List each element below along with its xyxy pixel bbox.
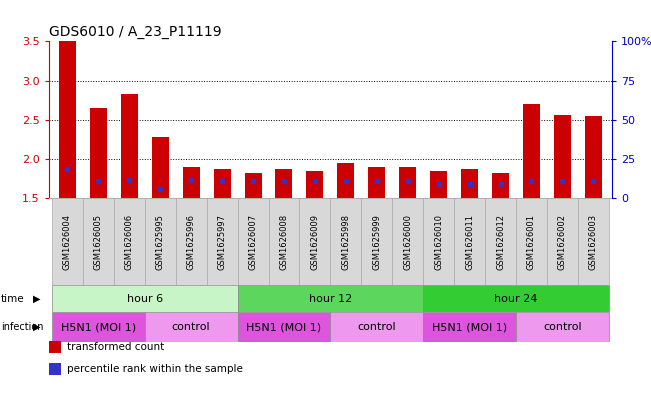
Text: ▶: ▶ [33,322,40,332]
Text: GSM1626009: GSM1626009 [311,214,320,270]
Bar [423,198,454,285]
Text: hour 24: hour 24 [494,294,538,304]
Bar [585,116,602,198]
Text: percentile rank within the sample: percentile rank within the sample [67,364,243,374]
Bar [183,167,200,198]
Bar [214,169,230,198]
Bar [423,285,609,312]
Bar [152,137,169,198]
Bar [275,169,292,198]
Text: GSM1625997: GSM1625997 [217,214,227,270]
Text: GSM1625999: GSM1625999 [372,214,381,270]
Text: GSM1626012: GSM1626012 [496,214,505,270]
Text: ▶: ▶ [33,294,40,304]
Text: GSM1626002: GSM1626002 [558,214,567,270]
Text: GSM1626004: GSM1626004 [63,214,72,270]
Bar [368,167,385,198]
Text: GSM1625996: GSM1625996 [187,214,196,270]
Bar [547,198,578,285]
Bar [330,312,423,342]
Text: GSM1626003: GSM1626003 [589,214,598,270]
Bar [238,198,268,285]
Text: infection: infection [1,322,43,332]
Bar [330,198,361,285]
Bar [268,198,299,285]
Bar [176,198,206,285]
Bar [461,169,478,198]
Text: hour 12: hour 12 [309,294,352,304]
Bar [52,198,83,285]
Bar [83,198,114,285]
Text: GSM1625998: GSM1625998 [341,214,350,270]
Bar [516,198,547,285]
Bar [485,198,516,285]
Text: GDS6010 / A_23_P11119: GDS6010 / A_23_P11119 [49,25,221,39]
Bar [454,198,485,285]
Bar [516,312,609,342]
Text: hour 6: hour 6 [127,294,163,304]
Text: GSM1626008: GSM1626008 [279,214,288,270]
Bar [52,312,145,342]
Bar [393,198,423,285]
Bar [238,312,330,342]
Bar [523,104,540,198]
Bar [59,41,76,198]
Text: GSM1626007: GSM1626007 [249,214,258,270]
Bar [337,163,354,198]
Bar [121,94,138,198]
Text: H5N1 (MOI 1): H5N1 (MOI 1) [61,322,136,332]
Text: H5N1 (MOI 1): H5N1 (MOI 1) [432,322,507,332]
Bar [245,173,262,198]
Bar [52,285,238,312]
Text: GSM1626011: GSM1626011 [465,214,474,270]
Bar [114,198,145,285]
Bar [238,285,423,312]
Bar [90,108,107,198]
Text: control: control [357,322,396,332]
Bar [554,115,571,198]
Bar [307,171,324,198]
Text: control: control [543,322,582,332]
Text: GSM1625995: GSM1625995 [156,214,165,270]
Bar [423,312,516,342]
Bar [206,198,238,285]
Bar [578,198,609,285]
Text: time: time [1,294,24,304]
Text: transformed count: transformed count [67,342,164,352]
Text: GSM1626010: GSM1626010 [434,214,443,270]
Text: GSM1626000: GSM1626000 [403,214,412,270]
Text: control: control [172,322,210,332]
Text: H5N1 (MOI 1): H5N1 (MOI 1) [247,322,322,332]
Bar [299,198,330,285]
Bar [430,171,447,198]
Text: GSM1626006: GSM1626006 [125,214,133,270]
Bar [492,173,509,198]
Bar [145,312,238,342]
Bar [361,198,393,285]
Text: GSM1626005: GSM1626005 [94,214,103,270]
Text: GSM1626001: GSM1626001 [527,214,536,270]
Bar [145,198,176,285]
Bar [399,167,416,198]
